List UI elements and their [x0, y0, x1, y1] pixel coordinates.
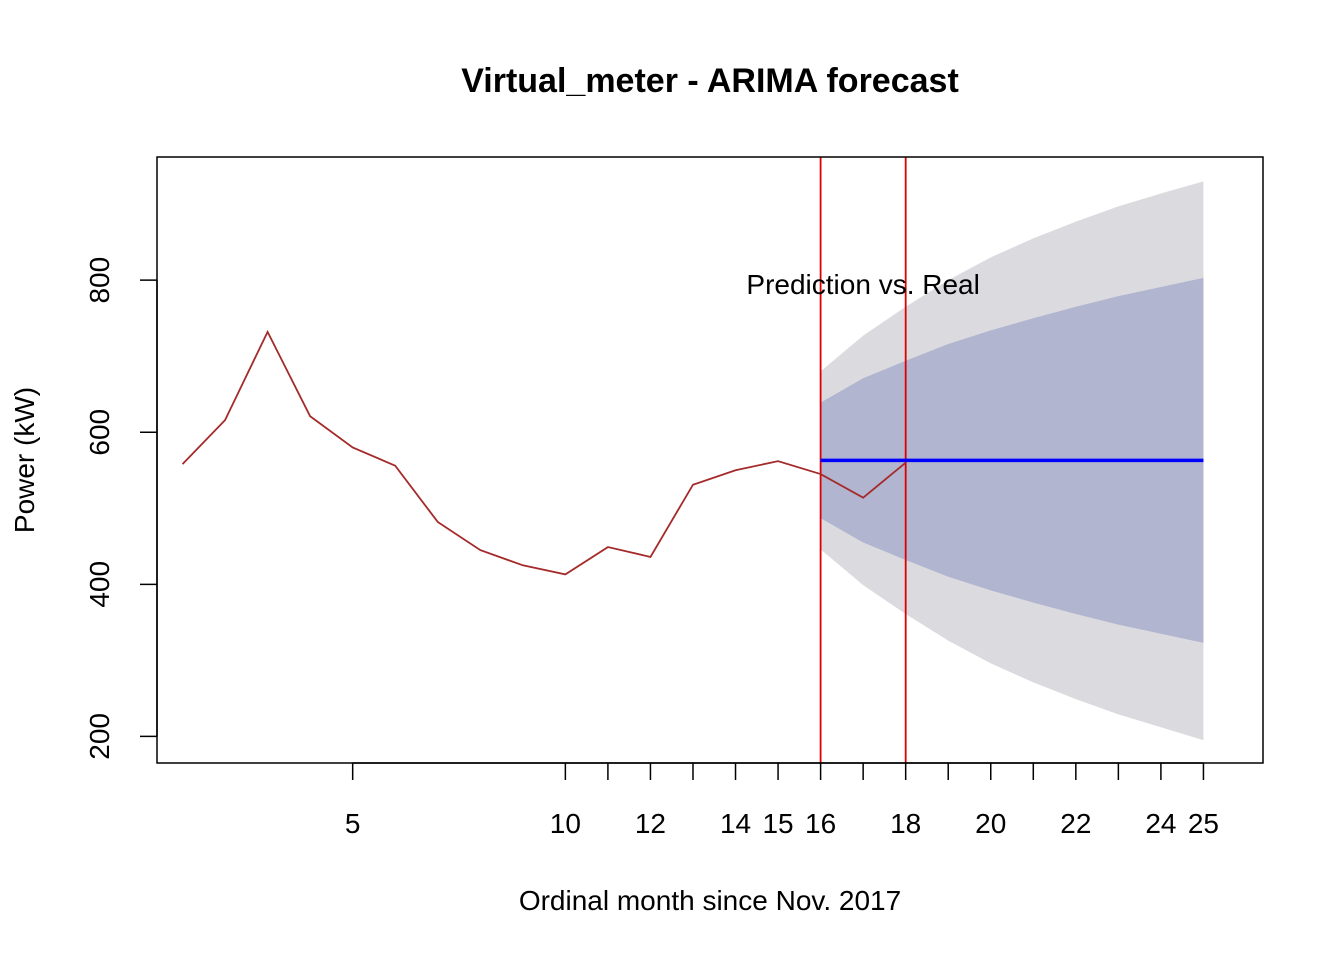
annotations: Prediction vs. Real: [746, 269, 979, 300]
x-axis-title: Ordinal month since Nov. 2017: [519, 885, 901, 916]
annotation-text: Prediction vs. Real: [746, 269, 979, 300]
x-tick-label: 15: [762, 808, 793, 839]
y-axis: 200 400 600 800: [84, 257, 158, 760]
x-tick-label: 25: [1188, 808, 1219, 839]
x-tick-label: 12: [635, 808, 666, 839]
chart-title: Virtual_meter - ARIMA forecast: [461, 62, 959, 100]
x-tick-label: 20: [975, 808, 1006, 839]
x-tick-label: 10: [550, 808, 581, 839]
x-tick-label: 24: [1145, 808, 1176, 839]
y-tick-label: 600: [84, 409, 115, 456]
y-axis-title: Power (kW): [9, 387, 40, 533]
x-tick-label: 14: [720, 808, 751, 839]
x-tick-label: 16: [805, 808, 836, 839]
y-tick-label: 400: [84, 561, 115, 608]
x-tick-label: 18: [890, 808, 921, 839]
x-axis: 5 10 12 14 15 16 18 20 22 24 25: [345, 762, 1219, 839]
y-tick-label: 800: [84, 257, 115, 304]
x-tick-label: 22: [1060, 808, 1091, 839]
x-tick-label: 5: [345, 808, 361, 839]
data-series: [181, 329, 1204, 576]
y-tick-label: 200: [84, 713, 115, 760]
series-observed-line: [181, 329, 907, 576]
